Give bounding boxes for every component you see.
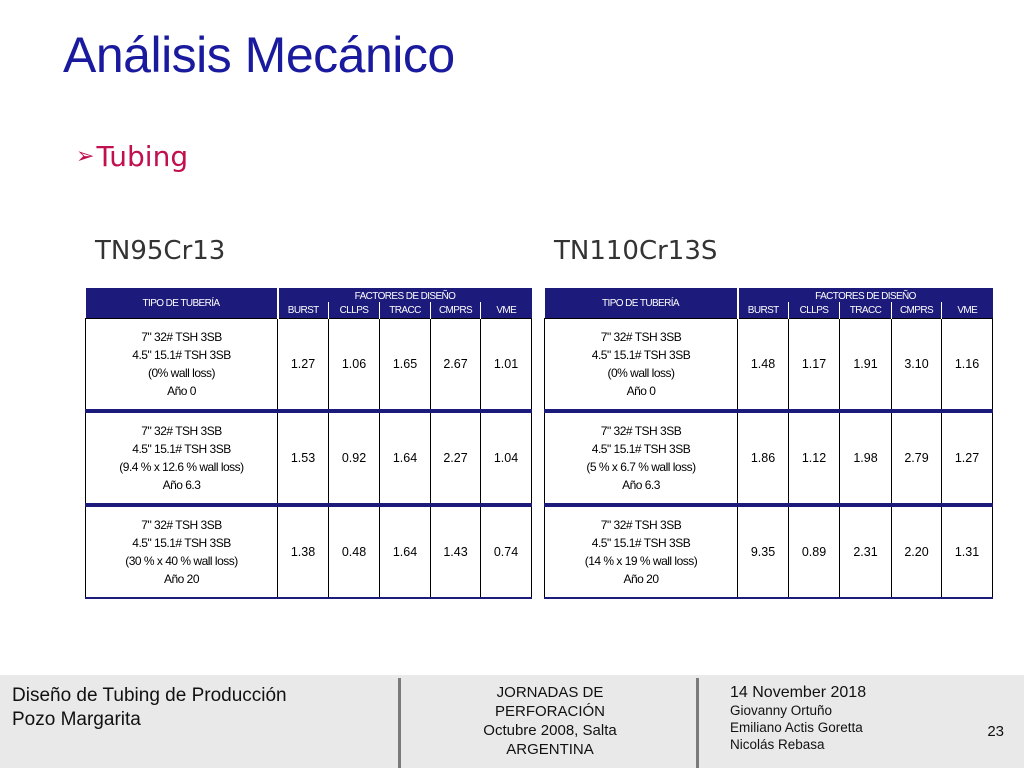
header-factores: FACTORES DE DISEÑO — [737, 288, 993, 302]
value-tracc: 1.65 — [379, 318, 431, 413]
header-cllps: CLLPS — [788, 302, 840, 319]
design-factors-table-right: TIPO DE TUBERÍA FACTORES DE DISEÑO BURST… — [544, 288, 993, 599]
header-cmprs: CMPRS — [430, 302, 481, 319]
value-cllps: 0.89 — [788, 504, 840, 599]
value-vme: 0.74 — [480, 504, 532, 599]
footer-presentation-title: Diseño de Tubing de Producción Pozo Marg… — [12, 685, 287, 730]
value-vme: 1.27 — [941, 410, 993, 507]
pipe-description: 7" 32# TSH 3SB 4.5" 15.1# TSH 3SB (14 % … — [544, 504, 738, 599]
header-cllps: CLLPS — [328, 302, 380, 319]
value-tracc: 1.98 — [839, 410, 892, 507]
author-name: Emiliano Actis Goretta — [730, 720, 863, 735]
value-burst: 1.38 — [277, 504, 329, 599]
value-vme: 1.01 — [480, 318, 532, 413]
value-cllps: 1.17 — [788, 318, 840, 413]
page-number: 23 — [987, 723, 1004, 740]
value-cmprs: 3.10 — [891, 318, 942, 413]
value-vme: 1.16 — [941, 318, 993, 413]
header-cmprs: CMPRS — [891, 302, 942, 319]
footer-divider — [696, 678, 699, 768]
header-tracc: TRACC — [839, 302, 892, 319]
header-burst: BURST — [277, 302, 329, 319]
value-tracc: 1.64 — [379, 410, 431, 507]
pipe-description: 7" 32# TSH 3SB 4.5" 15.1# TSH 3SB (5 % x… — [544, 410, 738, 507]
footer-divider — [398, 678, 401, 768]
value-cllps: 1.12 — [788, 410, 840, 507]
slide-footer: Diseño de Tubing de Producción Pozo Marg… — [0, 675, 1024, 768]
value-burst: 1.27 — [277, 318, 329, 413]
value-cmprs: 2.67 — [430, 318, 481, 413]
footer-authors: 14 November 2018 Giovanny Ortuño Emilian… — [730, 683, 866, 753]
value-burst: 9.35 — [737, 504, 789, 599]
value-burst: 1.53 — [277, 410, 329, 507]
pipe-description: 7" 32# TSH 3SB 4.5" 15.1# TSH 3SB (30 % … — [85, 504, 278, 599]
pipe-description: 7" 32# TSH 3SB 4.5" 15.1# TSH 3SB (0% wa… — [544, 318, 738, 413]
value-cmprs: 1.43 — [430, 504, 481, 599]
header-tipo: TIPO DE TUBERÍA — [85, 288, 279, 319]
table-row: 7" 32# TSH 3SB 4.5" 15.1# TSH 3SB (30 % … — [85, 504, 532, 599]
footer-date: 14 November 2018 — [730, 684, 867, 701]
value-vme: 1.31 — [941, 504, 993, 599]
header-burst: BURST — [737, 302, 789, 319]
pipe-description: 7" 32# TSH 3SB 4.5" 15.1# TSH 3SB (9.4 %… — [85, 410, 278, 507]
grade-label-left: TN95Cr13 — [95, 236, 226, 266]
value-vme: 1.04 — [480, 410, 532, 507]
table-row: 7" 32# TSH 3SB 4.5" 15.1# TSH 3SB (9.4 %… — [85, 410, 532, 507]
value-tracc: 2.31 — [839, 504, 892, 599]
value-burst: 1.86 — [737, 410, 789, 507]
value-tracc: 1.91 — [839, 318, 892, 413]
slide-title: Análisis Mecánico — [63, 27, 455, 83]
author-name: Nicolás Rebasa — [730, 737, 825, 752]
table-row: 7" 32# TSH 3SB 4.5" 15.1# TSH 3SB (0% wa… — [544, 318, 993, 413]
header-tracc: TRACC — [379, 302, 431, 319]
value-cllps: 1.06 — [328, 318, 380, 413]
footer-event: JORNADAS DE PERFORACIÓN Octubre 2008, Sa… — [483, 684, 617, 758]
header-tipo: TIPO DE TUBERÍA — [544, 288, 739, 319]
table-row: 7" 32# TSH 3SB 4.5" 15.1# TSH 3SB (5 % x… — [544, 410, 993, 507]
value-tracc: 1.64 — [379, 504, 431, 599]
table-row: 7" 32# TSH 3SB 4.5" 15.1# TSH 3SB (0% wa… — [85, 318, 532, 413]
author-name: Giovanny Ortuño — [730, 703, 833, 718]
grade-label-right: TN110Cr13S — [554, 236, 718, 266]
bullet-label: Tubing — [96, 140, 189, 173]
value-cmprs: 2.27 — [430, 410, 481, 507]
value-cllps: 0.92 — [328, 410, 380, 507]
table-row: 7" 32# TSH 3SB 4.5" 15.1# TSH 3SB (14 % … — [544, 504, 993, 599]
value-cmprs: 2.20 — [891, 504, 942, 599]
value-burst: 1.48 — [737, 318, 789, 413]
pipe-description: 7" 32# TSH 3SB 4.5" 15.1# TSH 3SB (0% wa… — [85, 318, 278, 413]
arrow-bullet-icon: ➢ — [76, 144, 95, 169]
header-factores: FACTORES DE DISEÑO — [277, 288, 532, 302]
value-cllps: 0.48 — [328, 504, 380, 599]
bullet-item: ➢ Tubing — [76, 140, 188, 173]
header-vme: VME — [480, 302, 532, 319]
header-vme: VME — [941, 302, 993, 319]
value-cmprs: 2.79 — [891, 410, 942, 507]
design-factors-table-left: TIPO DE TUBERÍA FACTORES DE DISEÑO BURST… — [85, 288, 532, 599]
